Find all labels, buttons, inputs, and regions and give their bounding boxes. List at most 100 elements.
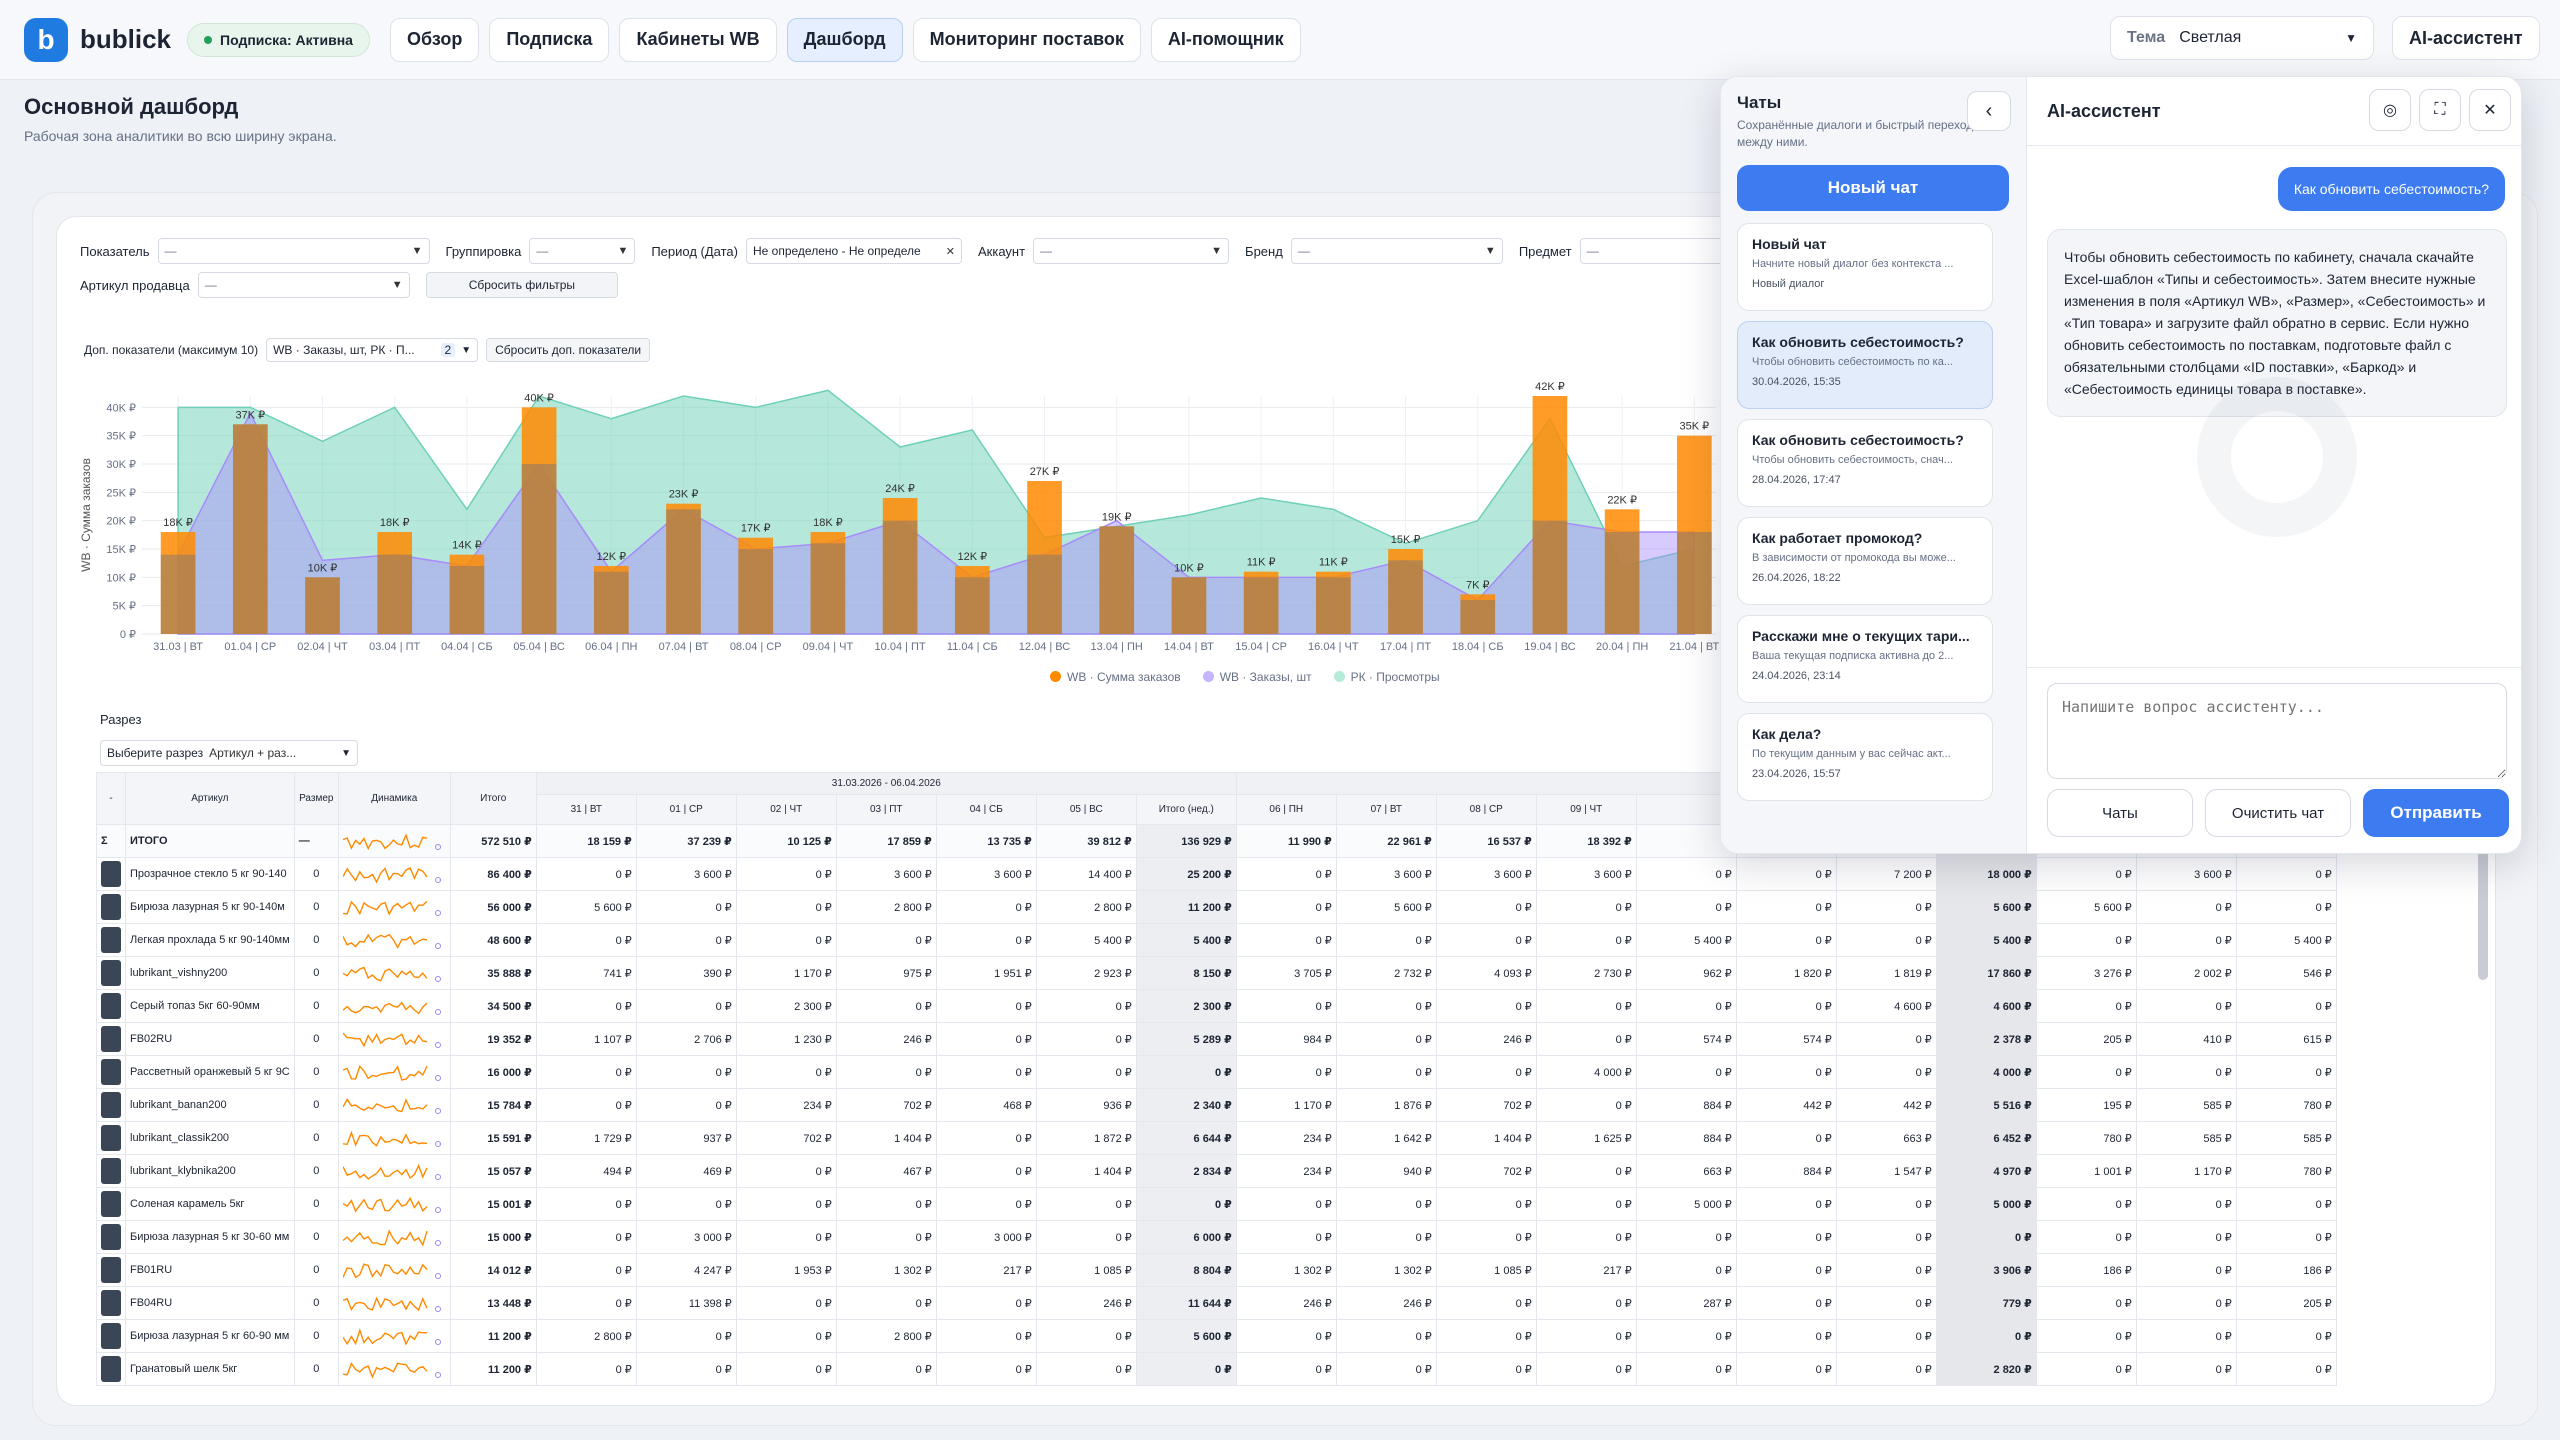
- chat-item[interactable]: Как обновить себестоимость? Чтобы обновит…: [1737, 321, 1993, 409]
- table-row[interactable]: FB02RU 0 19 352 ₽1 107 ₽2 706 ₽1 230 ₽246 …: [96, 1022, 2337, 1056]
- table-row[interactable]: lubrikant_klybnika200 0 15 057 ₽494 ₽469 ₽…: [96, 1154, 2337, 1188]
- filter-subject-select[interactable]: —: [1579, 238, 1740, 264]
- slice-select[interactable]: Выберите разрез Артикул + раз... ▼: [100, 740, 358, 766]
- day-header[interactable]: 05 | ВС: [1035, 794, 1137, 825]
- filter-seller-article-select[interactable]: — ▼: [197, 272, 410, 298]
- size-cell: 0: [293, 1022, 339, 1056]
- chat-item-title: Как дела?: [1752, 726, 1822, 742]
- table-cell: 0 ₽: [735, 923, 837, 957]
- table-cell: 1 085 ₽: [1435, 1253, 1537, 1287]
- expand-icon[interactable]: ⛶: [2419, 89, 2461, 131]
- new-chat-button[interactable]: Новый чат: [1737, 165, 2009, 211]
- table-cell: 884 ₽: [1635, 1088, 1737, 1122]
- filters-panel: Показатель — ▼ Группировка — ▼ Период (Дат…: [80, 236, 2380, 302]
- table-cell: 663 ₽: [1835, 1121, 1937, 1155]
- column-header[interactable]: Размер: [293, 772, 339, 825]
- close-icon[interactable]: ✕: [945, 245, 955, 258]
- reset-filters-button[interactable]: Сбросить фильтры: [425, 272, 619, 298]
- table-row[interactable]: Бирюза лазурная 5 кг 90-140м 0 56 000 ₽5 6…: [96, 890, 2337, 924]
- filter-grouping-select[interactable]: — ▼: [529, 238, 636, 264]
- nav-overview[interactable]: Обзор: [389, 17, 480, 62]
- chat-item[interactable]: Как дела? По текущим данным у вас сейчас …: [1737, 713, 1993, 801]
- slice-select-value: Артикул + раз...: [209, 746, 297, 760]
- nav-supply-monitoring[interactable]: Мониторинг поставок: [912, 17, 1141, 62]
- close-icon[interactable]: ✕: [2469, 89, 2511, 131]
- collapse-chats-button[interactable]: ‹: [1967, 91, 2011, 131]
- table-cell: 702 ₽: [835, 1088, 937, 1122]
- day-header[interactable]: 02 | ЧТ: [735, 794, 837, 825]
- table-cell: 0 ₽: [935, 1319, 1037, 1353]
- day-header[interactable]: [1635, 794, 1737, 825]
- table-cell: 494 ₽: [535, 1154, 637, 1188]
- chat-item[interactable]: Как обновить себестоимость? Чтобы обновит…: [1737, 419, 1993, 507]
- sparkline: [337, 857, 451, 891]
- table-row[interactable]: lubrikant_classik200 0 15 591 ₽1 729 ₽937 …: [96, 1121, 2337, 1155]
- chat-item[interactable]: Новый чат Начните новый диалог без контек…: [1737, 223, 1993, 311]
- nav-ai-helper[interactable]: AI-помощник: [1150, 17, 1301, 62]
- table-cell: 0 ₽: [635, 989, 737, 1023]
- table-row[interactable]: Легкая прохлада 5 кг 90-140мм 0 48 600 ₽0 …: [96, 923, 2337, 957]
- table-row[interactable]: Бирюза лазурная 5 кг 60-90 мм 0 11 200 ₽2 …: [96, 1319, 2337, 1353]
- nav-subscription[interactable]: Подписка: [489, 17, 610, 62]
- extra-metrics-select[interactable]: WB · Заказы, шт, РК · П... 2 ▼: [266, 338, 479, 362]
- ai-assistant-button[interactable]: AI-ассистент: [2392, 16, 2540, 60]
- legend-item-orders-count[interactable]: WB · Заказы, шт: [1202, 670, 1312, 684]
- nav-wb-cabinets[interactable]: Кабинеты WB: [619, 17, 777, 62]
- table-cell: 0 ₽: [935, 923, 1037, 957]
- filter-account-select[interactable]: — ▼: [1033, 238, 1230, 264]
- column-header[interactable]: -: [96, 772, 126, 825]
- day-header[interactable]: 04 | СБ: [935, 794, 1037, 825]
- clear-chat-button[interactable]: Очистить чат: [2205, 789, 2351, 837]
- day-header[interactable]: 31 | ВТ: [535, 794, 637, 825]
- legend-item-orders-sum[interactable]: WB · Сумма заказов: [1050, 670, 1181, 684]
- brand-logo[interactable]: b: [24, 17, 68, 62]
- week-header: 31.03.2026 - 06.04.2026: [535, 772, 1237, 795]
- day-header[interactable]: 07 | ВТ: [1335, 794, 1437, 825]
- chevron-down-icon: ▼: [1484, 245, 1496, 257]
- table-row[interactable]: FB01RU 0 14 012 ₽0 ₽4 247 ₽1 953 ₽1 302 ₽2…: [96, 1253, 2337, 1287]
- chat-input[interactable]: [2047, 683, 2507, 779]
- table-cell: 546 ₽: [2235, 956, 2337, 990]
- filter-indicator-select[interactable]: — ▼: [157, 238, 430, 264]
- send-button[interactable]: Отправить: [2363, 789, 2509, 837]
- nav-dashboard[interactable]: Дашборд: [786, 17, 903, 62]
- extra-metrics-row: Доп. показатели (максимум 10) WB · Заказ…: [84, 338, 651, 362]
- week-total-header[interactable]: Итого (нед.): [1135, 794, 1237, 825]
- legend-item-ad-views[interactable]: РК · Просмотры: [1333, 670, 1440, 684]
- table-row[interactable]: Прозрачное стекло 5 кг 90-140 0 86 400 ₽0 …: [96, 857, 2337, 891]
- column-header[interactable]: Артикул: [125, 772, 295, 825]
- filter-brand-select[interactable]: — ▼: [1290, 238, 1503, 264]
- table-cell: 0 ₽: [1535, 1319, 1637, 1353]
- column-header[interactable]: Динамика: [337, 772, 451, 825]
- bar-overlap: [954, 577, 990, 634]
- theme-select[interactable]: Тема Светлая ▼: [2110, 16, 2374, 60]
- chat-item[interactable]: Расскажи мне о текущих тари... Ваша текущ…: [1737, 615, 1993, 703]
- history-icon[interactable]: ◎: [2369, 89, 2411, 131]
- chat-item[interactable]: Как работает промокод? В зависимости от п…: [1737, 517, 1993, 605]
- table-row[interactable]: Рассветный оранжевый 5 кг 9С 0 16 000 ₽0 ₽…: [96, 1055, 2337, 1089]
- table-row[interactable]: Бирюза лазурная 5 кг 30-60 мм 0 15 000 ₽0 …: [96, 1220, 2337, 1254]
- week-total-cell: 5 289 ₽: [1135, 1022, 1237, 1056]
- day-header[interactable]: 09 | ЧТ: [1535, 794, 1637, 825]
- column-header[interactable]: Итого: [449, 772, 537, 825]
- day-header[interactable]: 06 | ПН: [1235, 794, 1337, 825]
- day-header[interactable]: 08 | СР: [1435, 794, 1537, 825]
- table-cell: 410 ₽: [2135, 1022, 2237, 1056]
- filter-period-select[interactable]: Не определено - Не определе ✕: [745, 238, 962, 264]
- table-cell: 0 ₽: [2135, 1352, 2237, 1386]
- day-header[interactable]: 03 | ПТ: [835, 794, 937, 825]
- chat-item-title: Новый чат: [1752, 236, 1827, 252]
- table-row[interactable]: Гранатовый шелк 5кг 0 11 200 ₽0 ₽0 ₽0 ₽0 ₽…: [96, 1352, 2337, 1386]
- reset-extra-metrics-button[interactable]: Сбросить доп. показатели: [486, 338, 651, 362]
- chats-button[interactable]: Чаты: [2047, 789, 2193, 837]
- table-row[interactable]: FB04RU 0 13 448 ₽0 ₽11 398 ₽0 ₽0 ₽0 ₽246 ₽…: [96, 1286, 2337, 1320]
- day-header[interactable]: 01 | СР: [635, 794, 737, 825]
- bar-overlap: [232, 424, 268, 634]
- table-row[interactable]: lubrikant_banan200 0 15 784 ₽0 ₽0 ₽234 ₽70…: [96, 1088, 2337, 1122]
- table-cell: 0 ₽: [1435, 1187, 1537, 1221]
- table-row[interactable]: Соленая карамель 5кг 0 15 001 ₽0 ₽0 ₽0 ₽0 …: [96, 1187, 2337, 1221]
- table-scrollbar[interactable]: [2478, 850, 2488, 980]
- table-row[interactable]: lubrikant_vishny200 0 35 888 ₽741 ₽390 ₽1 …: [96, 956, 2337, 990]
- table-row[interactable]: Серый топаз 5кг 60-90мм 0 34 500 ₽0 ₽0 ₽2 …: [96, 989, 2337, 1023]
- table-cell: 0 ₽: [1835, 1055, 1937, 1089]
